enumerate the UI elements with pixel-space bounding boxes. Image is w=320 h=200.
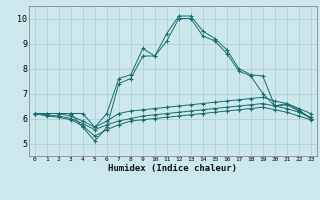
X-axis label: Humidex (Indice chaleur): Humidex (Indice chaleur) — [108, 164, 237, 173]
